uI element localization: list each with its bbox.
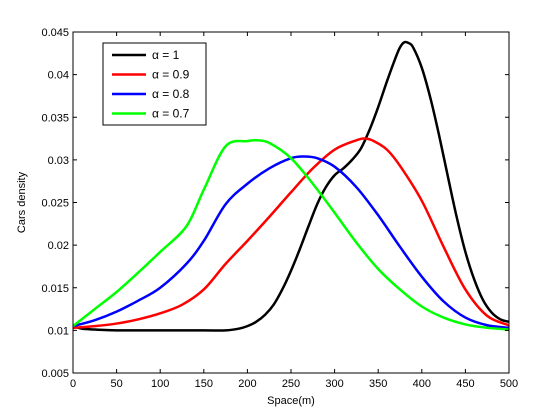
y-tick-label: 0.025 xyxy=(41,198,69,210)
series-layer xyxy=(72,40,510,332)
x-axis-label: Space(m) xyxy=(267,395,315,407)
legend: α = 1 α = 0.9 α = 0.8 α = 0.7 xyxy=(102,42,207,126)
y-tick-label: 0.01 xyxy=(48,325,69,337)
series-line-3 xyxy=(72,138,510,331)
x-tick-label: 300 xyxy=(325,378,343,390)
ticks-layer: 0 50 100 150 200 250 300 350 400 450 500 0.005 0.01 0… xyxy=(41,27,518,390)
series-line-2 xyxy=(72,155,510,330)
x-tick-label: 50 xyxy=(110,378,122,390)
x-tick-label: 500 xyxy=(500,378,518,390)
x-tick-label: 250 xyxy=(282,378,300,390)
y-tick-label: 0.02 xyxy=(48,240,69,252)
legend-label: α = 1 xyxy=(152,48,180,62)
x-tick-label: 350 xyxy=(369,378,387,390)
x-tick-label: 0 xyxy=(70,378,76,390)
y-tick-label: 0.035 xyxy=(41,112,69,124)
y-tick-label: 0.04 xyxy=(48,70,69,82)
y-axis-label: Cars density xyxy=(16,171,28,233)
y-tick-label: 0.005 xyxy=(41,368,69,380)
series-line-0 xyxy=(72,40,510,332)
y-tick-label: 0.015 xyxy=(41,283,69,295)
y-tick-label: 0.03 xyxy=(48,155,69,167)
x-tick-label: 400 xyxy=(413,378,431,390)
series-line-1 xyxy=(72,137,510,330)
x-tick-label: 200 xyxy=(238,378,256,390)
legend-label: α = 0.8 xyxy=(152,87,190,101)
x-tick-label: 450 xyxy=(456,378,474,390)
legend-box xyxy=(102,42,207,126)
legend-label: α = 0.7 xyxy=(152,107,190,121)
x-tick-label: 100 xyxy=(151,378,169,390)
legend-label: α = 0.9 xyxy=(152,68,190,82)
x-tick-label: 150 xyxy=(195,378,213,390)
y-tick-label: 0.045 xyxy=(41,27,69,39)
